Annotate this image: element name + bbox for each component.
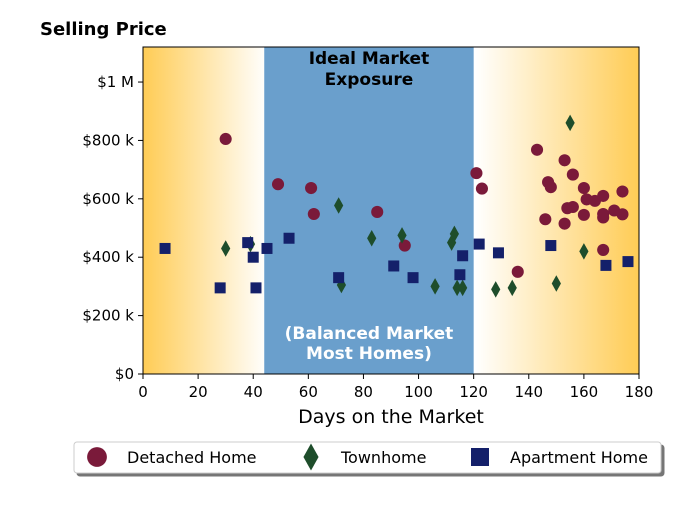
detached-home-point: [544, 181, 557, 194]
townhome-point: [221, 240, 231, 257]
balanced-market-label-line1: (Balanced Market: [285, 324, 454, 344]
y-axis: $0 $200 k $400 k $600 k $800 k $1 M: [82, 73, 143, 383]
townhome-point: [449, 225, 459, 243]
detached-home-point: [271, 178, 285, 191]
legend-marker-apartment-home: [471, 448, 489, 466]
x-tick-label: 20: [189, 383, 208, 401]
y-tick-label: $1 M: [97, 73, 134, 91]
detached-home-point: [577, 208, 590, 221]
townhome-point: [579, 243, 589, 260]
townhome-point: [551, 275, 561, 292]
detached-home-point: [597, 189, 610, 202]
townhome-point: [458, 279, 468, 297]
townhome-point: [565, 114, 575, 132]
townhome-point: [452, 279, 462, 297]
balanced-market-label-line2: Most Homes): [306, 344, 432, 364]
apartment-home-point: [247, 251, 259, 263]
apartment-home-point: [622, 256, 634, 268]
x-tick-label: 180: [625, 383, 654, 401]
y-tick-label: $400 k: [82, 248, 134, 266]
legend-label-townhome: Townhome: [340, 448, 426, 467]
townhome-point: [397, 227, 407, 244]
y-tick-label: $600 k: [82, 190, 134, 208]
apartment-home-point: [159, 242, 171, 254]
detached-home-point: [577, 181, 590, 195]
x-tick-label: 40: [244, 383, 263, 401]
ideal-zone-label-line2: Exposure: [325, 70, 414, 90]
detached-home-point: [511, 265, 524, 278]
x-tick-label: 0: [138, 383, 148, 401]
detached-home-point: [539, 213, 552, 226]
detached-home-point: [616, 185, 629, 198]
apartment-home-point: [250, 282, 262, 294]
detached-home-point: [566, 168, 579, 181]
detached-home-point: [597, 243, 610, 256]
legend-marker-townhome: [303, 443, 319, 471]
townhome-point: [491, 281, 501, 298]
apartment-home-point: [388, 260, 400, 272]
legend-box: [73, 441, 662, 474]
ideal-exposure-zone: [264, 47, 474, 374]
legend-label-detached-home: Detached Home: [127, 448, 257, 467]
apartment-home-point: [214, 282, 226, 294]
apartment-home-point: [600, 259, 612, 271]
data-points: [159, 114, 634, 298]
detached-home-point: [530, 143, 544, 156]
apartment-home-point: [261, 242, 273, 254]
x-tick-label: 120: [459, 383, 488, 401]
apartment-home-point: [283, 232, 295, 244]
plot-area: Ideal Market Exposure (Balanced Market M…: [142, 46, 640, 375]
apartment-home-point: [545, 240, 557, 252]
x-axis: 0 20 40 60 80 100 120 140 160 180: [138, 374, 653, 401]
detached-home-point: [566, 200, 579, 214]
x-tick-label: 160: [570, 383, 599, 401]
y-tick-label: $800 k: [82, 131, 134, 149]
townhome-point: [367, 229, 377, 247]
y-tick-label: $200 k: [82, 307, 134, 325]
detached-home-point: [470, 167, 483, 180]
apartment-home-point: [242, 237, 254, 249]
chart-title: Selling Price: [40, 19, 167, 40]
x-tick-label: 140: [514, 383, 543, 401]
apartment-home-point: [492, 247, 504, 259]
detached-home-point: [475, 182, 488, 195]
detached-home-point: [597, 211, 610, 224]
detached-home-point: [305, 181, 318, 195]
detached-home-point: [371, 205, 384, 219]
legend-marker-detached-home: [87, 447, 107, 467]
apartment-home-point: [407, 272, 419, 284]
detached-home-point: [616, 208, 629, 221]
legend-label-apartment-home: Apartment Home: [510, 448, 648, 467]
detached-home-point: [307, 207, 320, 221]
x-tick-label: 80: [354, 383, 373, 401]
apartment-home-point: [454, 269, 466, 281]
detached-home-point: [219, 132, 232, 146]
x-axis-title: Days on the Market: [298, 406, 484, 428]
apartment-home-point: [457, 250, 469, 262]
detached-home-point: [558, 217, 571, 230]
detached-home-point: [398, 239, 411, 252]
plot-frame: [142, 46, 640, 375]
townhome-point: [334, 197, 344, 214]
townhome-point: [507, 279, 517, 297]
x-tick-label: 100: [404, 383, 433, 401]
apartment-home-point: [473, 238, 485, 250]
ideal-zone-label-line1: Ideal Market: [309, 49, 430, 69]
detached-home-point: [558, 154, 571, 167]
apartment-home-point: [333, 272, 345, 284]
townhome-point: [430, 278, 440, 295]
x-tick-label: 60: [299, 383, 318, 401]
y-tick-label: $0: [115, 365, 134, 383]
legend: Detached Home Townhome Apartment Home: [73, 441, 662, 474]
